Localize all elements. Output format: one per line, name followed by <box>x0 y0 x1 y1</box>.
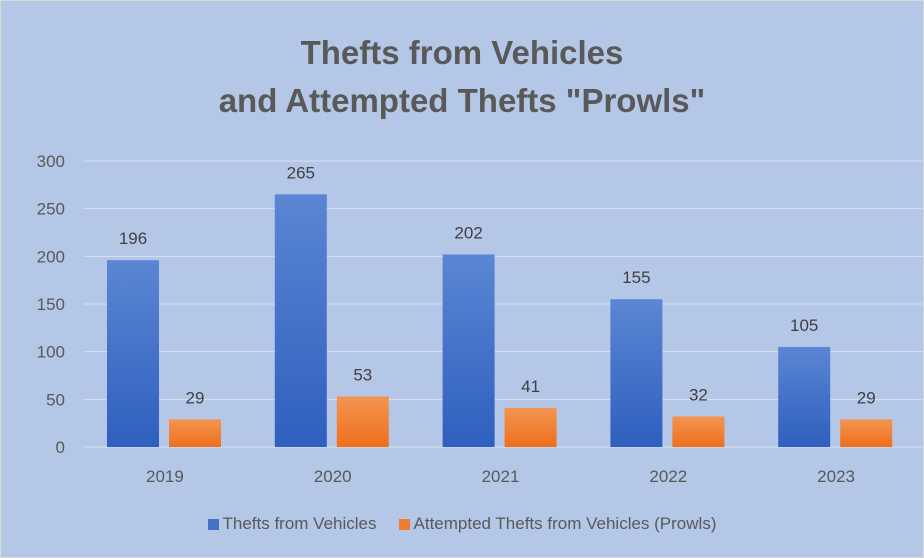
y-tick-label: 200 <box>37 247 65 266</box>
y-axis-ticks: 0 50 100 150 200 250 300 <box>37 152 65 457</box>
x-tick-label: 2023 <box>817 467 855 486</box>
bar-thefts <box>778 346 831 447</box>
legend: Thefts from Vehicles Attempted Thefts fr… <box>1 511 923 537</box>
bars <box>107 194 893 447</box>
x-tick-label: 2022 <box>649 467 687 486</box>
bar-thefts <box>442 254 495 447</box>
y-tick-label: 250 <box>37 200 65 219</box>
data-label-prowls: 32 <box>689 385 708 404</box>
data-labels: 196 29 265 53 202 41 155 32 105 29 <box>119 163 876 407</box>
legend-swatch-prowls <box>398 518 410 530</box>
data-label-thefts: 265 <box>287 163 315 182</box>
data-label-thefts: 105 <box>790 316 818 335</box>
y-tick-label: 50 <box>46 390 65 409</box>
bar-thefts <box>610 299 663 447</box>
x-axis-ticks: 2019 2020 2021 2022 2023 <box>146 467 855 486</box>
data-label-prowls: 41 <box>521 377 540 396</box>
data-label-prowls: 53 <box>353 365 372 384</box>
bar-prowls <box>504 407 557 447</box>
chart-title-line-1: Thefts from Vehicles <box>300 34 624 71</box>
y-tick-label: 150 <box>37 295 65 314</box>
legend-label-prowls: Attempted Thefts from Vehicles (Prowls) <box>413 514 717 533</box>
bar-thefts <box>274 194 327 447</box>
legend-entry-prowls: Attempted Thefts from Vehicles (Prowls) <box>398 514 717 534</box>
bar-prowls <box>169 419 221 447</box>
legend-entry-thefts: Thefts from Vehicles <box>207 514 377 534</box>
x-tick-label: 2019 <box>146 467 184 486</box>
y-tick-label: 100 <box>37 343 65 362</box>
data-label-thefts: 196 <box>119 229 147 248</box>
x-tick-label: 2020 <box>314 467 352 486</box>
legend-label-thefts: Thefts from Vehicles <box>222 514 377 533</box>
data-label-prowls: 29 <box>857 388 876 407</box>
chart-title-line-2: and Attempted Thefts "Prowls" <box>218 82 706 119</box>
data-label-prowls: 29 <box>186 388 205 407</box>
chart-title: Thefts from Vehicles and Attempted Theft… <box>1 29 923 125</box>
y-tick-label: 0 <box>56 438 65 457</box>
legend-swatch-thefts <box>207 518 219 530</box>
data-label-thefts: 155 <box>622 268 650 287</box>
bar-prowls <box>840 419 893 447</box>
bar-thefts <box>107 260 159 447</box>
bar-prowls <box>672 416 725 447</box>
bar-prowls <box>336 396 389 447</box>
x-tick-label: 2021 <box>482 467 520 486</box>
data-label-thefts: 202 <box>454 223 482 242</box>
y-tick-label: 300 <box>37 152 65 171</box>
